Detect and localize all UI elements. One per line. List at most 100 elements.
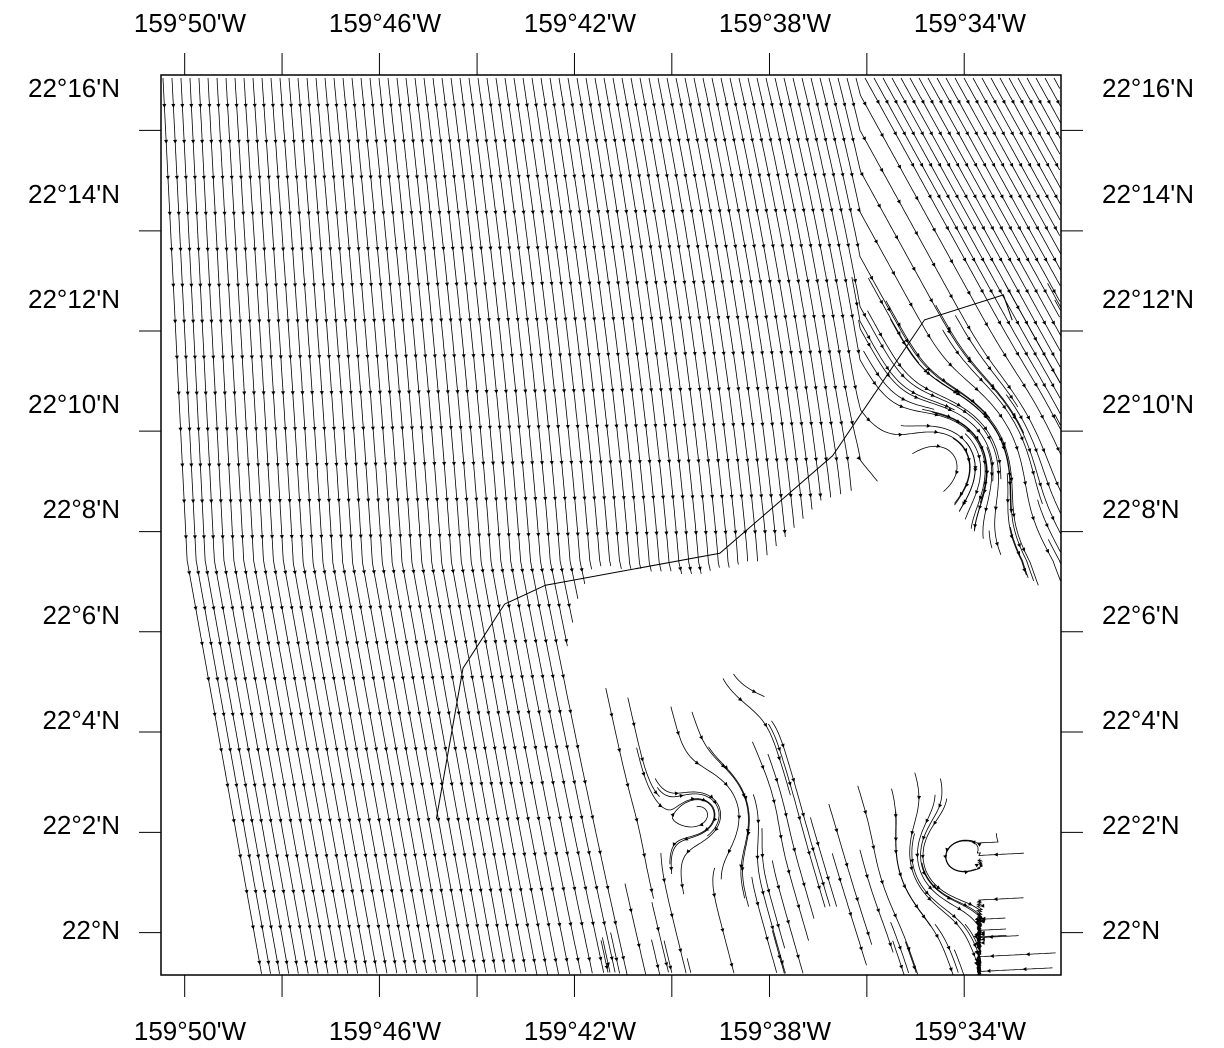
streamline-arrow: [947, 99, 952, 105]
streamline-arrow: [1024, 289, 1029, 294]
streamline-arrow: [540, 210, 545, 215]
streamline-arrow: [605, 962, 610, 967]
streamline-arrow: [714, 826, 719, 832]
streamline-arrow: [497, 103, 502, 108]
streamline-arrow: [213, 391, 218, 396]
streamline-arrow: [506, 710, 510, 716]
streamline-arrow: [487, 533, 491, 538]
streamline-arrow: [897, 164, 901, 169]
streamline: [810, 77, 1002, 556]
streamline-arrow: [205, 247, 210, 252]
streamline-arrow: [452, 103, 457, 108]
streamline-arrow: [879, 299, 883, 305]
streamline-arrow: [258, 499, 263, 504]
streamline-arrow: [509, 675, 514, 680]
streamline-arrow: [682, 423, 687, 428]
streamline-arrow: [559, 460, 564, 465]
streamline-arrow: [403, 246, 408, 252]
streamline-arrow: [447, 139, 452, 144]
streamline-arrow: [290, 247, 295, 252]
streamline-arrow: [182, 139, 187, 144]
streamline-arrow: [393, 747, 398, 752]
streamline-arrow: [1008, 194, 1013, 199]
streamline-arrow: [368, 605, 373, 610]
streamline-arrow: [234, 783, 239, 788]
streamline-arrow: [588, 460, 593, 465]
streamline-arrow: [729, 280, 734, 285]
streamline-arrow: [816, 885, 821, 890]
streamline-arrow: [281, 247, 285, 252]
streamline-arrow: [266, 175, 271, 180]
streamline-arrow: [377, 390, 382, 395]
streamline-arrow: [714, 244, 719, 249]
streamline-arrow: [470, 175, 475, 180]
streamline-arrow: [178, 427, 183, 432]
streamline-arrow: [1033, 448, 1038, 453]
streamline: [414, 77, 538, 975]
streamline-arrow: [680, 209, 685, 214]
streamline-arrow: [500, 461, 505, 466]
streamline-arrow: [265, 854, 270, 859]
streamline-arrow: [532, 389, 537, 394]
streamline-arrow: [513, 497, 518, 502]
streamline-arrow: [782, 529, 787, 534]
streamline-arrow: [1033, 382, 1038, 388]
streamline-arrow: [378, 534, 383, 539]
streamline-arrow: [530, 210, 535, 215]
streamline-arrow: [375, 354, 379, 359]
streamline-arrow: [244, 889, 249, 894]
streamline-arrow: [1042, 289, 1047, 294]
streamline-arrow: [564, 957, 569, 963]
streamline-arrow: [329, 534, 334, 539]
streamline-arrow: [539, 568, 544, 573]
streamline-arrow: [760, 765, 765, 770]
streamline-arrow: [542, 389, 547, 394]
streamline: [1026, 77, 1061, 139]
streamline-arrow: [647, 459, 652, 464]
streamline: [1035, 77, 1061, 123]
streamline-arrow: [760, 422, 765, 427]
streamline-arrow: [461, 959, 466, 964]
streamline-arrow: [222, 391, 227, 396]
streamline: [1054, 299, 1061, 311]
streamline-arrow: [275, 747, 280, 753]
streamline-arrow: [813, 457, 818, 462]
streamline-arrow: [630, 316, 635, 322]
streamline-arrow: [786, 919, 790, 925]
streamline-arrow: [755, 386, 760, 392]
streamline-arrow: [878, 332, 882, 337]
streamline-arrow: [427, 605, 432, 610]
streamline-arrow: [557, 709, 562, 715]
streamline-arrow: [230, 355, 235, 360]
streamline-arrow: [176, 211, 181, 216]
streamline-arrow: [521, 210, 526, 215]
streamline-arrow: [374, 139, 379, 144]
streamline-arrow: [697, 387, 702, 392]
streamline-arrow: [498, 888, 503, 893]
streamline-arrow: [320, 889, 325, 894]
streamline-arrow: [368, 390, 373, 395]
streamline-arrow: [471, 959, 476, 964]
streamline-arrow: [302, 676, 307, 682]
streamline-arrow: [332, 426, 336, 431]
streamline-arrow: [926, 333, 931, 339]
streamline-arrow: [606, 281, 611, 286]
streamline-arrow: [914, 196, 919, 201]
streamline-arrow: [191, 139, 196, 144]
streamline-arrow: [755, 901, 760, 907]
streamline-arrow: [249, 712, 254, 717]
streamline-arrow: [272, 677, 277, 682]
streamline-arrow: [324, 462, 329, 467]
streamline-arrow: [1055, 99, 1060, 105]
streamline-arrow: [362, 318, 367, 323]
streamline-arrow: [505, 817, 510, 822]
streamline-arrow: [314, 854, 319, 859]
streamline-arrow: [971, 257, 976, 262]
streamline-arrow: [904, 338, 909, 343]
streamline-arrow: [966, 336, 971, 342]
streamline-arrow: [893, 814, 898, 819]
streamline: [733, 673, 765, 698]
streamline-arrow: [661, 103, 665, 108]
streamline-arrow: [609, 713, 614, 718]
streamline-arrow: [565, 851, 569, 856]
